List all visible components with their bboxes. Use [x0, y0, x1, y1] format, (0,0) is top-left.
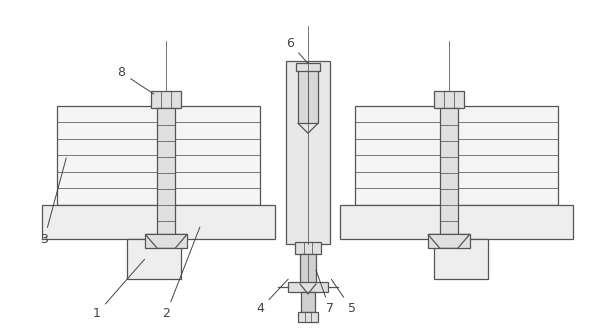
Bar: [340, 205, 573, 240]
Bar: [42, 205, 275, 240]
Bar: [434, 240, 489, 279]
Bar: [151, 91, 181, 109]
Bar: [288, 282, 328, 292]
Text: 1: 1: [93, 259, 145, 320]
Text: 7: 7: [316, 270, 334, 315]
Bar: [57, 106, 261, 205]
Text: 4: 4: [256, 279, 288, 315]
Bar: [286, 61, 330, 244]
Bar: [354, 106, 558, 205]
Bar: [434, 91, 463, 109]
Text: 5: 5: [332, 279, 356, 315]
Bar: [301, 292, 315, 312]
Bar: [428, 234, 470, 248]
Polygon shape: [145, 234, 187, 248]
Text: 6: 6: [286, 37, 308, 64]
Bar: [296, 63, 320, 71]
Bar: [300, 254, 316, 284]
Bar: [298, 312, 318, 322]
Bar: [440, 109, 458, 247]
Text: 8: 8: [118, 66, 154, 94]
Text: 3: 3: [40, 158, 66, 246]
Polygon shape: [428, 234, 470, 248]
Bar: [298, 69, 318, 123]
Bar: [126, 240, 181, 279]
Bar: [158, 109, 175, 247]
Bar: [145, 234, 187, 248]
Text: 2: 2: [162, 227, 200, 320]
Bar: [295, 243, 321, 254]
